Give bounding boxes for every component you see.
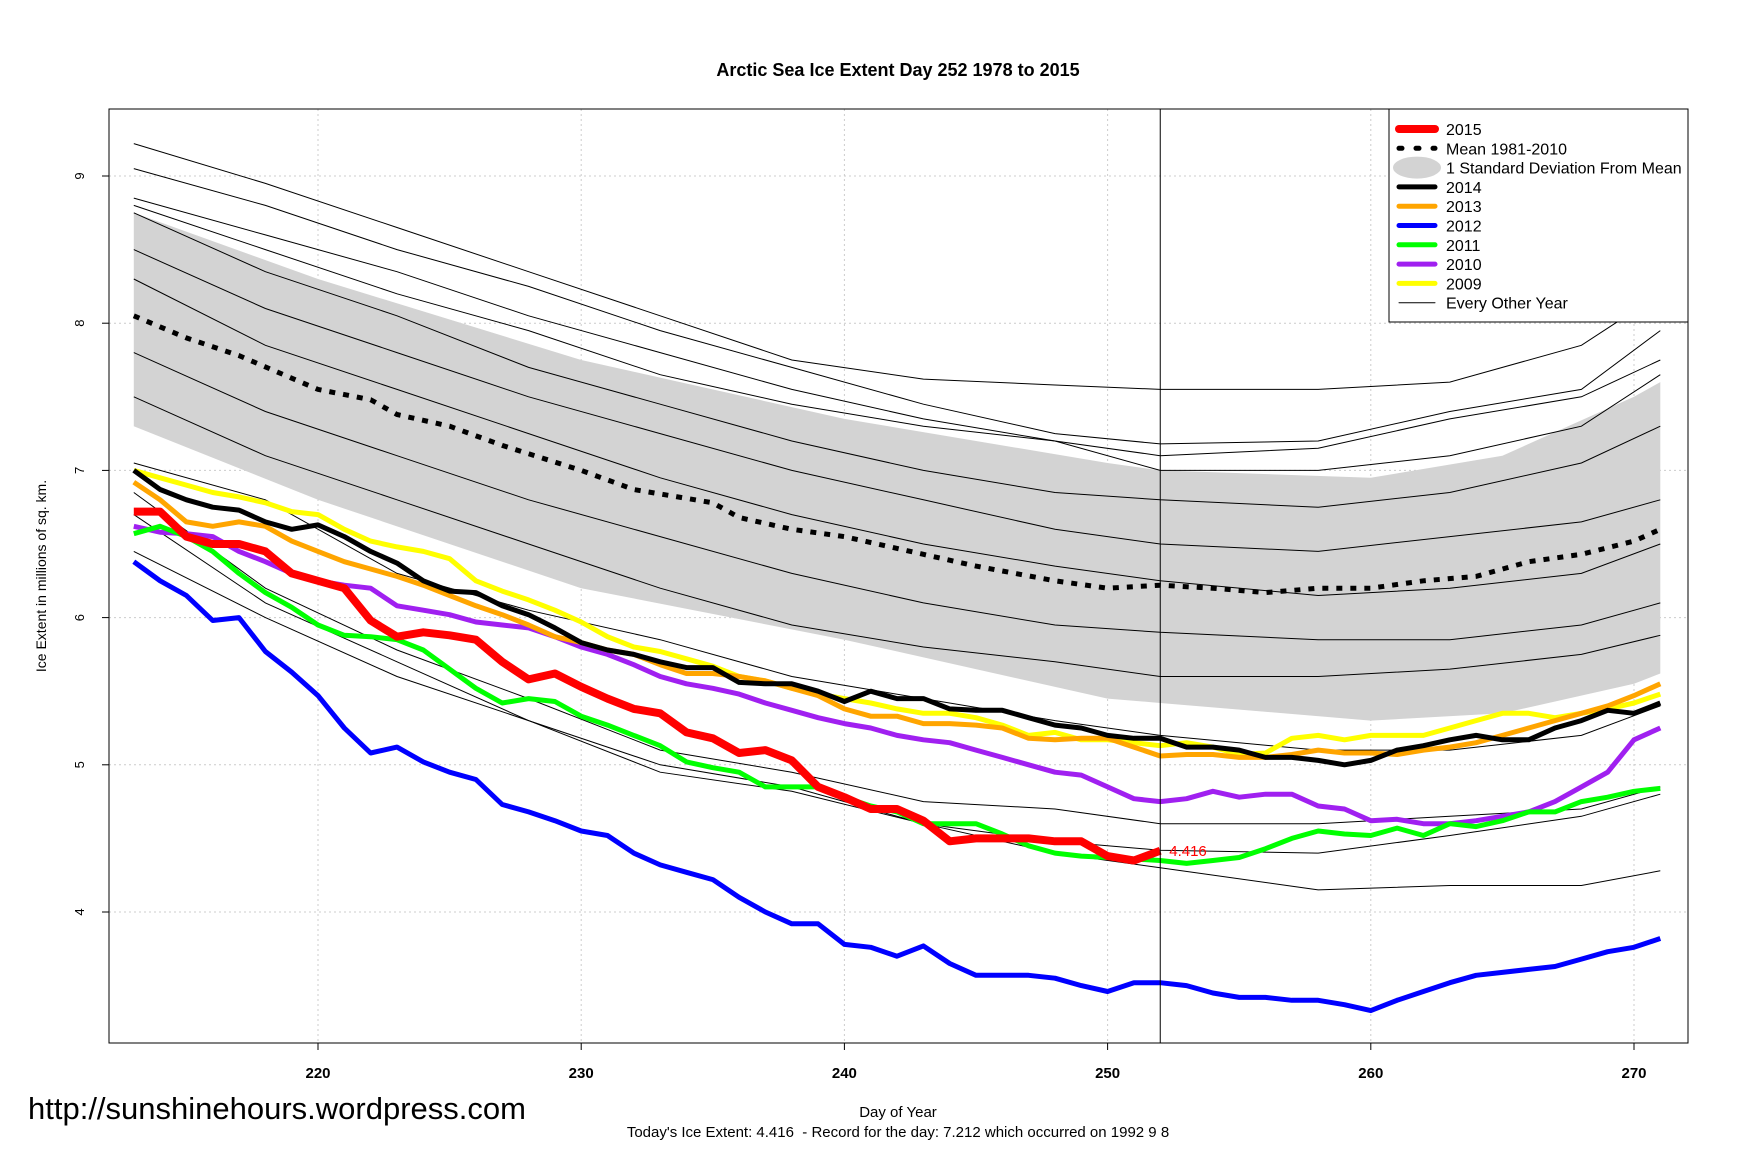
legend-label: Mean 1981-2010 — [1446, 141, 1567, 158]
legend-label: 2010 — [1446, 257, 1482, 274]
x-tick-label: 220 — [305, 1065, 330, 1082]
legend-label: 2012 — [1446, 219, 1482, 236]
y-tick-label: 7 — [72, 467, 87, 474]
legend-item: 2014 — [1396, 180, 1482, 197]
other-year-line — [133, 197, 1661, 457]
x-tick-label: 250 — [1095, 1065, 1120, 1082]
y-tick-label: 5 — [72, 761, 87, 768]
legend-label: Every Other Year — [1446, 296, 1569, 313]
x-tick-label: 270 — [1621, 1065, 1646, 1082]
x-tick-label: 230 — [569, 1065, 594, 1082]
series-2009 — [133, 467, 1662, 757]
mean-line — [132, 313, 1662, 596]
series-2010 — [133, 523, 1662, 827]
series-2013 — [132, 480, 1662, 760]
legend-swatch — [1393, 156, 1441, 179]
legend-item: Every Other Year — [1398, 296, 1569, 313]
watermark-url: http://sunshinehours.wordpress.com — [28, 1091, 526, 1126]
legend-item: 2009 — [1396, 276, 1482, 293]
legend-item: 2010 — [1396, 257, 1482, 274]
x-axis: 220 230 240 250 260 270 — [305, 1043, 1647, 1082]
other-years — [133, 143, 1661, 891]
x-tick-label: 240 — [832, 1065, 857, 1082]
series-2012 — [132, 559, 1662, 1014]
legend-label: 2015 — [1446, 122, 1482, 139]
chart-title: Arctic Sea Ice Extent Day 252 1978 to 20… — [716, 60, 1079, 80]
plot-frame — [108, 108, 1689, 1044]
mean-1981-2010-line — [132, 313, 1662, 596]
other-year-line — [133, 492, 1661, 825]
other-year-line — [133, 212, 1661, 508]
legend-item: Mean 1981-2010 — [1396, 141, 1567, 158]
legend-item: 2015 — [1395, 122, 1482, 139]
x-axis-label: Day of Year — [859, 1104, 937, 1121]
other-year-line — [133, 278, 1661, 597]
y-tick-label: 6 — [72, 614, 87, 621]
subtitle: Today's Ice Extent: 4.416 - Record for t… — [627, 1124, 1169, 1141]
other-year-line — [133, 204, 1661, 471]
sd-band-area — [133, 212, 1661, 721]
current-value-label: 4.416 — [1169, 843, 1207, 860]
series-2014 — [132, 468, 1662, 768]
legend-item: 2013 — [1396, 199, 1482, 216]
other-year-line — [133, 143, 1661, 390]
legend: 2015 Mean 1981-2010 1 Standard Deviation F… — [1388, 108, 1689, 323]
y-tick-label: 9 — [72, 172, 87, 179]
legend-label: 2009 — [1446, 276, 1482, 293]
legend-item: 2011 — [1396, 238, 1481, 255]
sd-band — [133, 212, 1661, 721]
other-year-line — [133, 249, 1661, 552]
y-axis-label: Ice Extent in millions of sq. km. — [33, 480, 49, 672]
legend-label: 2013 — [1446, 199, 1482, 216]
legend-item: 2012 — [1396, 219, 1482, 236]
legend-item: 1 Standard Deviation From Mean — [1393, 156, 1682, 179]
series-lines — [132, 467, 1662, 1014]
other-year-line — [133, 352, 1661, 641]
y-tick-label: 4 — [72, 908, 87, 915]
y-axis: 4 5 6 7 8 9 — [72, 172, 109, 916]
legend-box — [1388, 108, 1689, 323]
y-tick-label: 8 — [72, 320, 87, 327]
series-2015 — [133, 507, 1162, 865]
legend-label: 2011 — [1446, 238, 1481, 255]
legend-label: 2014 — [1446, 180, 1482, 197]
other-year-line — [133, 396, 1661, 677]
legend-label: 1 Standard Deviation From Mean — [1446, 161, 1682, 178]
other-year-line — [133, 168, 1661, 445]
x-tick-label: 260 — [1358, 1065, 1383, 1082]
